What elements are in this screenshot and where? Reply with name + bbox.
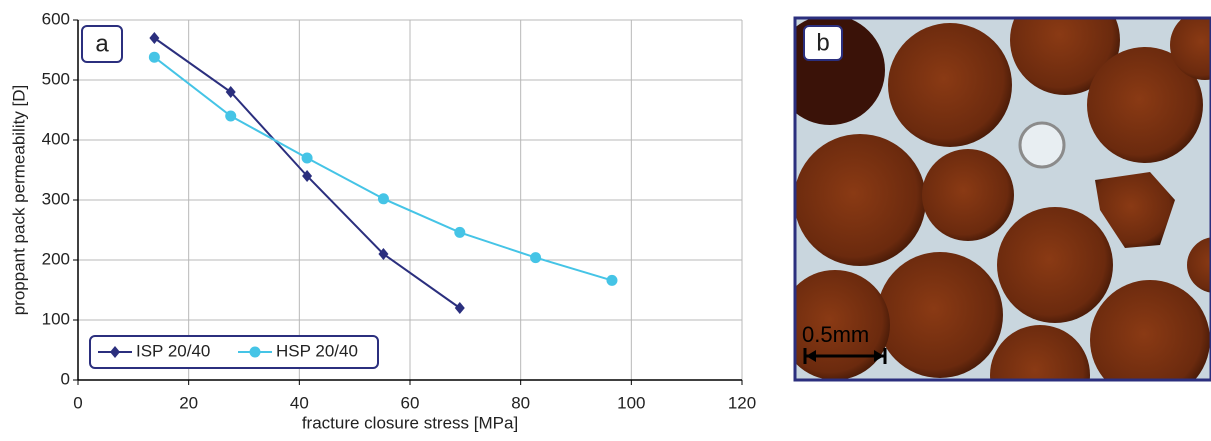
data-point bbox=[454, 226, 466, 238]
x-tick-label: 40 bbox=[290, 393, 309, 412]
y-tick-label: 500 bbox=[42, 69, 70, 88]
legend-marker bbox=[110, 346, 120, 358]
data-point bbox=[454, 302, 465, 314]
data-point bbox=[530, 252, 542, 264]
data-point bbox=[377, 193, 389, 205]
data-point bbox=[378, 248, 389, 260]
x-tick-label: 80 bbox=[511, 393, 530, 412]
legend-label: ISP 20/40 bbox=[136, 341, 210, 360]
legend-label: HSP 20/40 bbox=[276, 341, 358, 360]
x-axis-label: fracture closure stress [MPa] bbox=[302, 413, 518, 432]
legend-marker bbox=[249, 346, 261, 358]
x-tick-label: 120 bbox=[728, 393, 756, 412]
data-point bbox=[302, 170, 313, 182]
data-point bbox=[225, 86, 236, 98]
panel-label: a bbox=[95, 30, 109, 57]
data-point bbox=[149, 32, 160, 44]
panel-frame bbox=[793, 16, 1211, 382]
panel-label-box bbox=[81, 25, 123, 63]
legend-box bbox=[89, 335, 379, 369]
panel-label-box bbox=[803, 25, 843, 61]
y-tick-label: 100 bbox=[42, 309, 70, 328]
data-point bbox=[301, 152, 313, 164]
y-tick-label: 200 bbox=[42, 249, 70, 268]
scale-bar bbox=[803, 348, 887, 364]
y-tick-label: 600 bbox=[42, 9, 70, 28]
x-tick-label: 100 bbox=[617, 393, 645, 412]
y-tick-label: 400 bbox=[42, 129, 70, 148]
series-line bbox=[153, 56, 613, 282]
y-axis-label: proppant pack permeability [D] bbox=[9, 85, 28, 316]
x-tick-label: 20 bbox=[179, 393, 198, 412]
y-tick-label: 0 bbox=[61, 369, 70, 388]
x-tick-label: 60 bbox=[401, 393, 420, 412]
panel-label: b bbox=[816, 29, 829, 56]
y-tick-label: 300 bbox=[42, 189, 70, 208]
data-point bbox=[148, 51, 160, 63]
scale-bar-label: 0.5mm bbox=[802, 322, 869, 347]
data-point bbox=[606, 274, 618, 286]
data-point bbox=[225, 110, 237, 122]
micrograph bbox=[795, 18, 1211, 380]
x-tick-label: 0 bbox=[73, 393, 82, 412]
